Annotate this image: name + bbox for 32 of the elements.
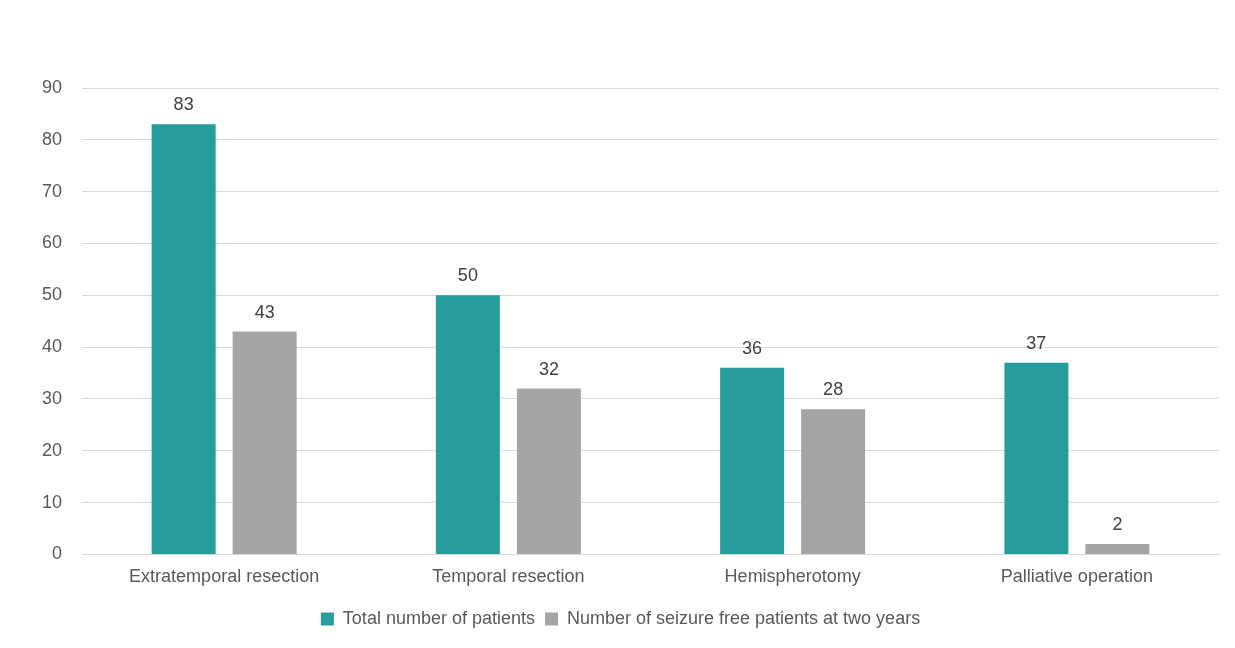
y-tick-label: 10 xyxy=(41,491,63,512)
data-label: 37 xyxy=(1026,332,1047,353)
y-tick-label: 60 xyxy=(41,232,63,253)
x-tick-label: Hemispherotomy xyxy=(724,566,861,587)
legend-label: Number of seizure free patients at two years xyxy=(566,607,921,628)
data-label: 36 xyxy=(742,337,763,358)
y-tick-label: 30 xyxy=(41,387,63,408)
bar xyxy=(151,124,216,554)
legend-label: Total number of patients xyxy=(342,607,535,628)
data-label: 50 xyxy=(457,265,478,286)
x-tick-label: Temporal resection xyxy=(432,566,585,587)
y-tick-label: 80 xyxy=(41,128,63,149)
y-tick-label: 70 xyxy=(41,180,63,201)
bar xyxy=(232,331,297,554)
bar xyxy=(435,295,500,554)
data-label: 28 xyxy=(823,379,844,400)
data-label: 2 xyxy=(1112,514,1123,534)
data-label: 83 xyxy=(173,94,194,115)
bar xyxy=(516,388,581,554)
data-label: 43 xyxy=(254,301,275,322)
x-tick-label: Extratemporal resection xyxy=(129,566,320,587)
bar xyxy=(1004,362,1069,554)
y-tick-label: 40 xyxy=(41,336,63,357)
bar xyxy=(801,409,866,554)
y-tick-label: 20 xyxy=(41,439,63,460)
y-tick-label: 0 xyxy=(52,543,63,564)
bar xyxy=(1085,544,1150,554)
x-tick-label: Palliative operation xyxy=(1000,566,1153,587)
y-tick-label: 90 xyxy=(41,76,63,97)
bar xyxy=(720,367,785,554)
y-tick-label: 50 xyxy=(41,284,63,305)
data-label: 32 xyxy=(538,358,559,379)
